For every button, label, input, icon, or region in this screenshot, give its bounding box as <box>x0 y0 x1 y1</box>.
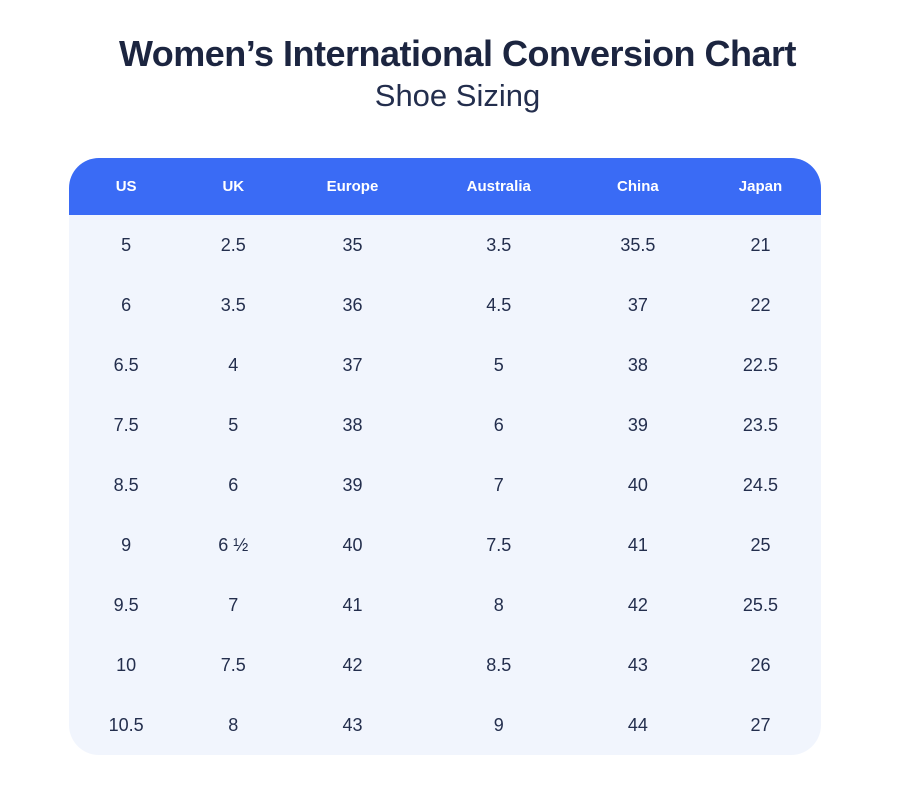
table-cell: 43 <box>283 695 422 755</box>
table-cell: 24.5 <box>699 455 821 515</box>
table-cell: 6 <box>421 395 576 455</box>
column-header-japan: Japan <box>699 158 821 215</box>
table-cell: 40 <box>283 515 422 575</box>
table-cell: 10.5 <box>69 695 184 755</box>
table-cell: 5 <box>69 215 184 275</box>
table-row: 10.5 8 43 9 44 27 <box>69 695 821 755</box>
table-cell: 37 <box>575 275 700 335</box>
table-row: 8.5 6 39 7 40 24.5 <box>69 455 821 515</box>
table-cell: 7.5 <box>183 635 284 695</box>
table-cell: 42 <box>575 575 700 635</box>
conversion-table-container: US UK Europe Australia China Japan 5 2.5 35 3.5 3… <box>69 158 821 755</box>
table-cell: 9 <box>69 515 184 575</box>
table-cell: 23.5 <box>699 395 821 455</box>
table-cell: 37 <box>283 335 422 395</box>
column-header-europe: Europe <box>283 158 422 215</box>
table-cell: 3.5 <box>421 215 576 275</box>
table-row: 6 3.5 36 4.5 37 22 <box>69 275 821 335</box>
table-cell: 7 <box>183 575 284 635</box>
table-cell: 10 <box>69 635 184 695</box>
page-title: Women’s International Conversion Chart <box>118 33 797 74</box>
table-row: 7.5 5 38 6 39 23.5 <box>69 395 821 455</box>
table-cell: 8.5 <box>69 455 184 515</box>
page-subtitle: Shoe Sizing <box>374 78 541 113</box>
table-cell: 39 <box>283 455 422 515</box>
table-cell: 41 <box>283 575 422 635</box>
table-row: 5 2.5 35 3.5 35.5 21 <box>69 215 821 275</box>
table-cell: 40 <box>575 455 700 515</box>
table-cell: 3.5 <box>183 275 284 335</box>
table-row: 9.5 7 41 8 42 25.5 <box>69 575 821 635</box>
table-cell: 44 <box>575 695 700 755</box>
table-cell: 42 <box>283 635 422 695</box>
table-cell: 27 <box>699 695 821 755</box>
table-cell: 6 <box>69 275 184 335</box>
table-header-row: US UK Europe Australia China Japan <box>69 158 821 215</box>
column-header-uk: UK <box>183 158 284 215</box>
table-cell: 4.5 <box>421 275 576 335</box>
table-cell: 36 <box>283 275 422 335</box>
column-header-us: US <box>69 158 184 215</box>
table-cell: 41 <box>575 515 700 575</box>
table-body: 5 2.5 35 3.5 35.5 21 6 3.5 36 4.5 37 22 6.5 4 37 5 38 22.… <box>69 215 821 755</box>
table-cell: 22 <box>699 275 821 335</box>
table-cell: 7.5 <box>421 515 576 575</box>
table-cell: 5 <box>183 395 284 455</box>
table-row: 10 7.5 42 8.5 43 26 <box>69 635 821 695</box>
table-cell: 25.5 <box>699 575 821 635</box>
table-cell: 8 <box>183 695 284 755</box>
table-cell: 26 <box>699 635 821 695</box>
table-cell: 8.5 <box>421 635 576 695</box>
table-cell: 6 <box>183 455 284 515</box>
table-cell: 5 <box>421 335 576 395</box>
table-row: 6.5 4 37 5 38 22.5 <box>69 335 821 395</box>
conversion-table: US UK Europe Australia China Japan 5 2.5 35 3.5 3… <box>69 158 821 755</box>
table-cell: 7 <box>421 455 576 515</box>
table-cell: 39 <box>575 395 700 455</box>
table-cell: 35.5 <box>575 215 700 275</box>
table-cell: 6 ½ <box>183 515 284 575</box>
column-header-australia: Australia <box>421 158 576 215</box>
table-cell: 9 <box>421 695 576 755</box>
table-cell: 21 <box>699 215 821 275</box>
table-cell: 8 <box>421 575 576 635</box>
column-header-china: China <box>575 158 700 215</box>
table-cell: 9.5 <box>69 575 184 635</box>
table-cell: 38 <box>283 395 422 455</box>
table-cell: 43 <box>575 635 700 695</box>
table-cell: 4 <box>183 335 284 395</box>
table-cell: 7.5 <box>69 395 184 455</box>
table-cell: 2.5 <box>183 215 284 275</box>
table-cell: 6.5 <box>69 335 184 395</box>
table-cell: 35 <box>283 215 422 275</box>
table-cell: 25 <box>699 515 821 575</box>
table-cell: 38 <box>575 335 700 395</box>
table-cell: 22.5 <box>699 335 821 395</box>
table-header: US UK Europe Australia China Japan <box>69 158 821 215</box>
